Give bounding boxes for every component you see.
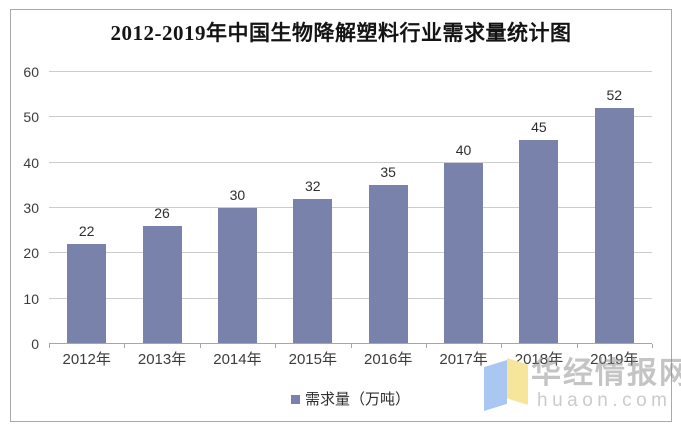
y-axis-tick-label: 40 bbox=[23, 154, 39, 171]
bar-value-label: 45 bbox=[531, 119, 547, 135]
plot-area: 22 26 30 32 35 40 45 52 bbox=[49, 71, 653, 348]
x-axis-tick bbox=[124, 344, 125, 348]
y-axis-tick-label: 10 bbox=[23, 290, 39, 307]
x-axis-tick bbox=[351, 344, 352, 348]
x-axis-tick bbox=[577, 344, 578, 348]
bar bbox=[67, 244, 107, 344]
bar-value-label: 40 bbox=[455, 141, 472, 158]
bar bbox=[142, 226, 182, 344]
y-axis-tick-label: 60 bbox=[23, 64, 39, 80]
x-axis-category-label: 2012年 bbox=[62, 351, 111, 368]
x-axis-line bbox=[49, 343, 652, 344]
legend-label: 需求量（万吨） bbox=[304, 391, 410, 408]
bar bbox=[444, 162, 484, 344]
gridline bbox=[49, 252, 652, 254]
legend-marker-square bbox=[290, 395, 300, 404]
legend: 需求量（万吨） bbox=[49, 391, 652, 408]
bar-value-label: 52 bbox=[606, 87, 623, 104]
bar bbox=[217, 208, 257, 344]
x-axis-category-label: 2018年 bbox=[514, 351, 564, 368]
bar bbox=[293, 198, 333, 344]
x-axis-tick bbox=[49, 344, 50, 348]
y-axis-tick-label: 0 bbox=[31, 336, 39, 352]
x-axis-tick bbox=[501, 344, 502, 348]
x-axis-category-label: 2013年 bbox=[137, 351, 187, 368]
chart-frame bbox=[10, 9, 672, 422]
x-axis-category-label: 2014年 bbox=[213, 351, 262, 368]
x-axis-category-label: 2019年 bbox=[590, 351, 639, 368]
bar bbox=[519, 140, 559, 344]
bar bbox=[594, 108, 634, 344]
y-axis-tick-label: 20 bbox=[23, 245, 39, 262]
bar-value-label: 30 bbox=[229, 187, 246, 203]
x-axis-category-label: 2017年 bbox=[439, 351, 488, 368]
bar-value-label: 35 bbox=[380, 164, 396, 181]
gridline bbox=[49, 161, 652, 163]
bar-value-label: 26 bbox=[154, 205, 170, 222]
gridline bbox=[49, 297, 652, 299]
y-axis-tick-label: 50 bbox=[23, 109, 39, 126]
x-axis-tick bbox=[426, 344, 427, 348]
gridline bbox=[49, 71, 652, 72]
gridline bbox=[49, 207, 652, 208]
x-axis-tick bbox=[652, 344, 653, 348]
chart-title: 2012-2019年中国生物降解塑料行业需求量统计图 bbox=[110, 21, 572, 45]
gridline bbox=[49, 116, 652, 118]
x-axis-tick bbox=[200, 344, 201, 348]
x-axis-tick bbox=[275, 344, 276, 348]
bar-value-label: 32 bbox=[305, 177, 321, 194]
x-axis-category-label: 2015年 bbox=[288, 351, 337, 368]
bar bbox=[368, 185, 408, 344]
bar-value-label: 22 bbox=[78, 223, 95, 240]
y-axis-tick-label: 30 bbox=[23, 200, 39, 216]
x-axis-category-label: 2016年 bbox=[364, 351, 413, 368]
